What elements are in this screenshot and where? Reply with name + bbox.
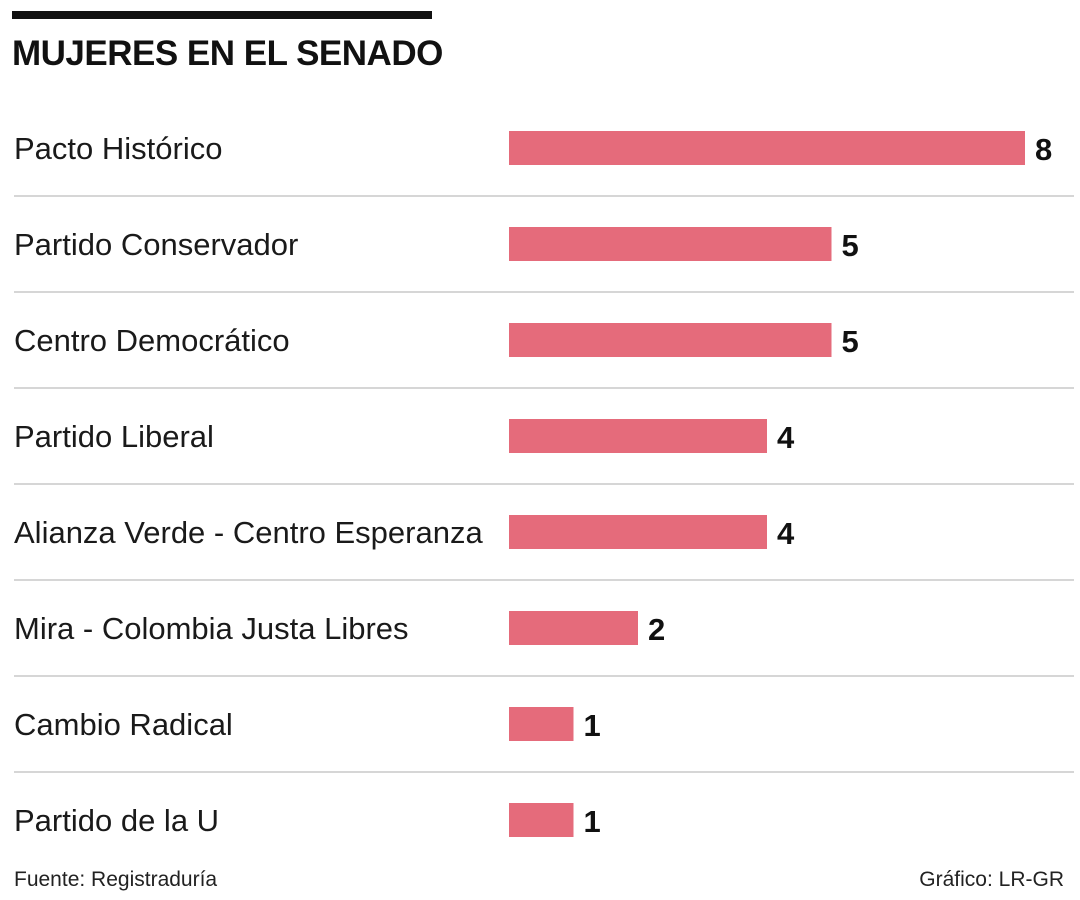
category-label: Partido Conservador (14, 227, 298, 262)
bar (509, 707, 574, 741)
bar (509, 227, 832, 261)
bar (509, 419, 767, 453)
credit-note: Gráfico: LR-GR (919, 868, 1064, 891)
value-label: 2 (648, 612, 665, 647)
value-label: 5 (842, 228, 859, 263)
bar (509, 323, 832, 357)
category-label: Alianza Verde - Centro Esperanza (14, 515, 483, 550)
bar (509, 611, 638, 645)
title-rule (12, 11, 432, 19)
value-label: 5 (842, 324, 859, 359)
bar (509, 131, 1025, 165)
chart-title: MUJERES EN EL SENADO (12, 34, 443, 73)
category-label: Cambio Radical (14, 707, 233, 742)
category-label: Centro Democrático (14, 323, 290, 358)
value-label: 1 (584, 804, 601, 839)
value-label: 4 (777, 420, 795, 455)
category-label: Mira - Colombia Justa Libres (14, 611, 409, 646)
value-label: 4 (777, 516, 795, 551)
bar (509, 515, 767, 549)
bar-chart: Pacto Histórico 8 Partido Conservador 5 Cent… (14, 131, 1074, 839)
category-label: Partido de la U (14, 803, 219, 838)
bar (509, 803, 574, 837)
category-label: Partido Liberal (14, 419, 214, 454)
category-label: Pacto Histórico (14, 131, 222, 166)
value-label: 1 (584, 708, 601, 743)
source-note: Fuente: Registraduría (14, 868, 218, 891)
value-label: 8 (1035, 132, 1052, 167)
